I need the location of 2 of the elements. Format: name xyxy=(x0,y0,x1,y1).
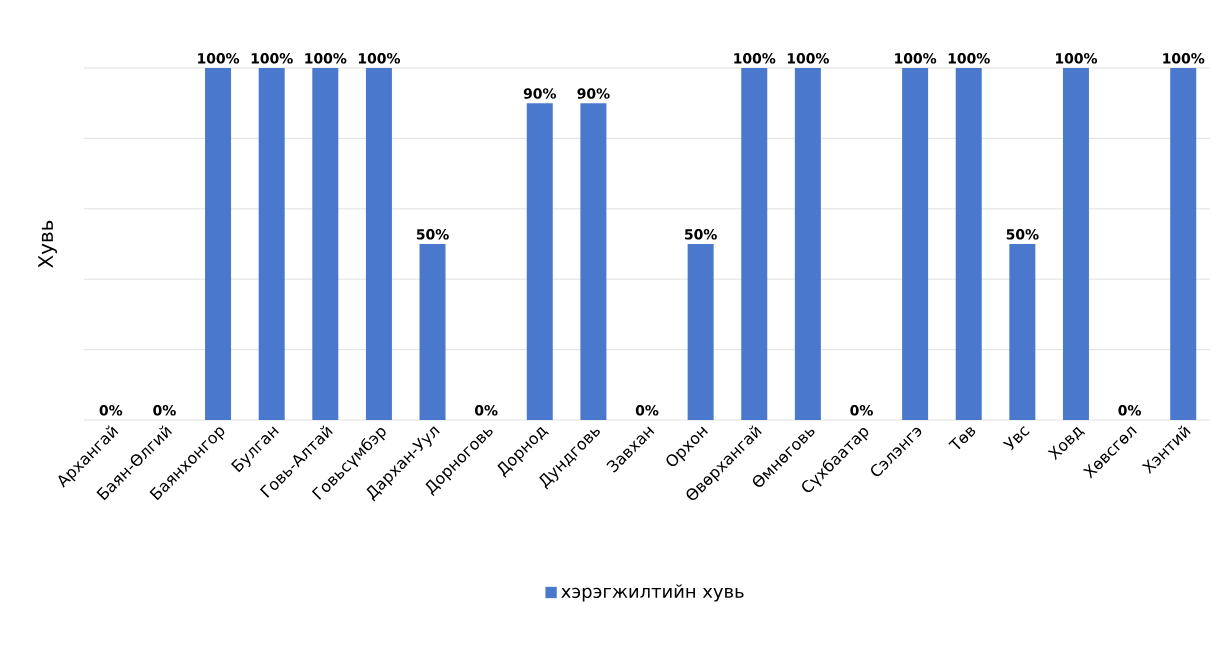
y-axis-title: Хувь xyxy=(38,220,57,268)
legend-label: хэрэгжилтийн хувь xyxy=(561,584,744,602)
